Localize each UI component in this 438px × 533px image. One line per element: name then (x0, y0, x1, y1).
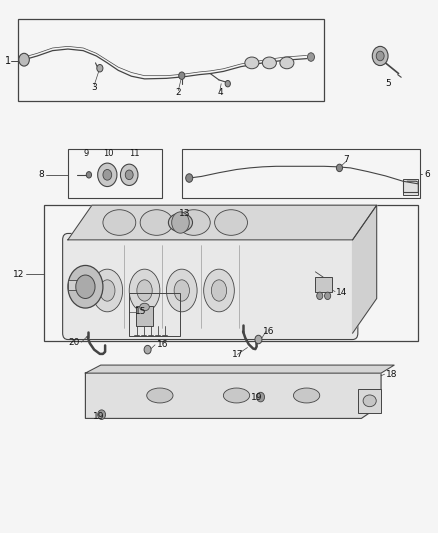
Ellipse shape (223, 388, 250, 403)
Text: 19: 19 (251, 393, 262, 401)
Text: 1: 1 (5, 56, 11, 66)
Polygon shape (85, 365, 394, 373)
Bar (182, 149, 420, 198)
Circle shape (317, 292, 323, 300)
Text: 8: 8 (38, 171, 44, 179)
Text: 18: 18 (386, 370, 398, 378)
Text: 17: 17 (232, 350, 243, 359)
Text: 11: 11 (129, 149, 140, 158)
Circle shape (19, 53, 29, 66)
Circle shape (86, 172, 92, 178)
Circle shape (225, 80, 230, 87)
Ellipse shape (215, 209, 247, 235)
Ellipse shape (166, 269, 197, 312)
Text: 16: 16 (263, 327, 274, 336)
Polygon shape (68, 205, 377, 240)
Text: 2: 2 (176, 88, 181, 97)
Ellipse shape (140, 209, 173, 235)
Bar (68, 280, 79, 290)
Ellipse shape (204, 269, 234, 312)
Text: 19: 19 (93, 413, 104, 421)
Bar (44, 205, 418, 341)
Ellipse shape (245, 57, 259, 69)
Circle shape (144, 345, 151, 354)
Circle shape (98, 410, 106, 419)
Text: 12: 12 (13, 270, 24, 279)
Ellipse shape (147, 388, 173, 403)
Ellipse shape (103, 209, 136, 235)
Text: 10: 10 (103, 149, 114, 158)
Circle shape (255, 335, 262, 344)
Bar (136, 306, 153, 326)
Ellipse shape (177, 209, 210, 235)
Bar (18, 19, 324, 101)
Text: 13: 13 (179, 209, 191, 217)
Text: 15: 15 (135, 308, 147, 316)
Circle shape (372, 46, 388, 66)
Ellipse shape (262, 57, 276, 69)
Circle shape (325, 292, 331, 300)
Text: 6: 6 (424, 171, 430, 179)
Text: 4: 4 (217, 88, 223, 97)
Circle shape (120, 164, 138, 185)
Bar (403, 179, 418, 195)
Ellipse shape (169, 213, 193, 232)
Ellipse shape (280, 57, 294, 69)
Bar (68, 149, 162, 198)
Ellipse shape (140, 303, 149, 311)
Circle shape (125, 170, 133, 180)
Circle shape (376, 51, 384, 61)
Circle shape (336, 164, 343, 172)
Text: 16: 16 (157, 341, 168, 349)
Circle shape (179, 72, 185, 79)
Ellipse shape (129, 269, 160, 312)
Circle shape (68, 265, 103, 308)
Ellipse shape (137, 280, 152, 301)
Circle shape (257, 392, 265, 402)
Circle shape (307, 53, 314, 61)
Ellipse shape (211, 280, 227, 301)
Circle shape (76, 275, 95, 298)
Circle shape (97, 64, 103, 72)
Text: 3: 3 (91, 83, 97, 92)
Circle shape (103, 169, 112, 180)
Circle shape (172, 212, 189, 233)
Ellipse shape (363, 395, 376, 407)
Text: 14: 14 (336, 288, 348, 296)
Text: 9: 9 (83, 149, 88, 158)
Ellipse shape (293, 388, 320, 403)
Polygon shape (85, 373, 381, 418)
Circle shape (98, 163, 117, 187)
Ellipse shape (174, 280, 189, 301)
Text: 20: 20 (69, 338, 80, 346)
Text: 7: 7 (343, 156, 349, 164)
Ellipse shape (92, 269, 123, 312)
Ellipse shape (99, 280, 115, 301)
Text: 5: 5 (385, 79, 391, 88)
Polygon shape (353, 205, 377, 333)
Bar (358, 389, 381, 413)
Bar (315, 277, 332, 292)
Bar (129, 293, 180, 336)
Circle shape (186, 174, 193, 182)
FancyBboxPatch shape (63, 233, 358, 340)
